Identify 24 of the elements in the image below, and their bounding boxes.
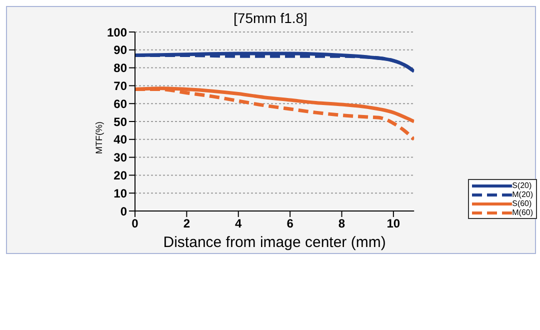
y-tick-label: 80 xyxy=(114,61,128,76)
legend-label: S(60) xyxy=(512,199,532,208)
y-tick-label: 30 xyxy=(114,150,128,165)
y-tick-label: 50 xyxy=(114,114,128,129)
y-tick-label: 40 xyxy=(114,132,128,147)
chart-title: [75mm f1.8] xyxy=(232,10,308,26)
y-tick-label: 100 xyxy=(106,25,128,40)
legend-label: M(60) xyxy=(512,208,533,217)
legend-label: M(20) xyxy=(512,190,533,199)
y-tick-label: 10 xyxy=(114,186,128,200)
y-tick-label: 90 xyxy=(114,43,128,58)
x-tick-label: 0 xyxy=(132,216,139,231)
legend-label: S(20) xyxy=(512,181,532,190)
y-tick-label: 20 xyxy=(114,168,128,182)
y-tick-label: 0 xyxy=(120,204,128,218)
x-tick-label: 10 xyxy=(386,216,400,231)
x-tick-label: 2 xyxy=(183,216,190,231)
y-axis-title: MTF(%) xyxy=(94,122,104,154)
x-tick-label: 4 xyxy=(235,216,242,231)
y-tick-label: 70 xyxy=(114,78,128,93)
x-axis-title: Distance from image center (mm) xyxy=(163,234,386,251)
x-tick-label: 6 xyxy=(286,216,294,231)
y-tick-label: 60 xyxy=(114,96,128,111)
x-tick-label: 8 xyxy=(338,216,346,231)
